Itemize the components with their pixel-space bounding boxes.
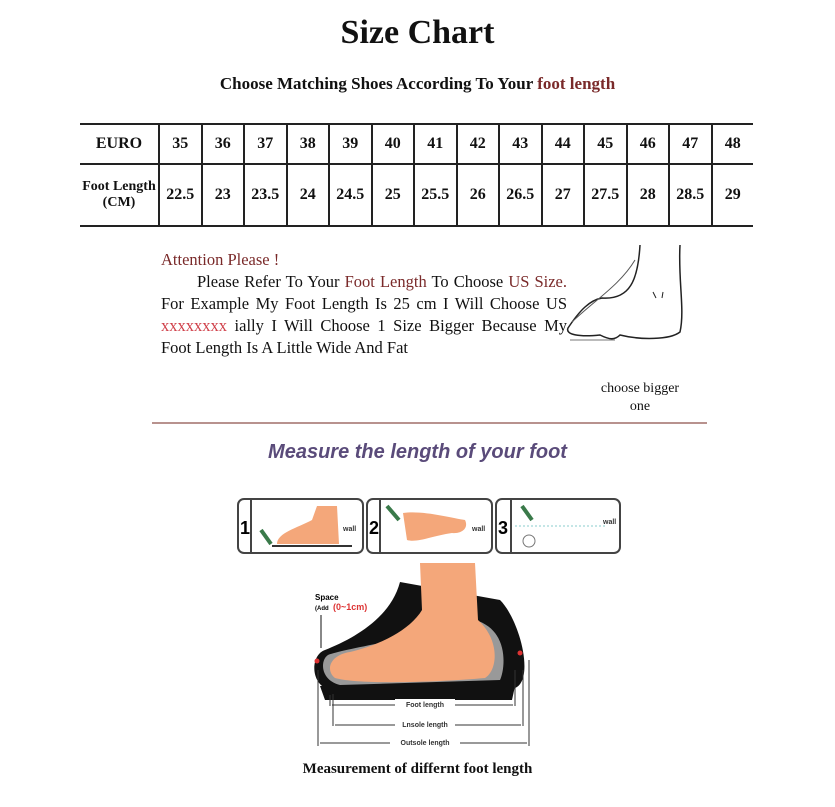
euro-size-cell: 40 — [370, 123, 415, 165]
outsole-length-label: Outsole length — [401, 740, 450, 747]
euro-size-cell: 41 — [413, 123, 458, 165]
foot-length-cell: 27.5 — [583, 163, 628, 227]
row-header-foot-length: Foot Length (CM) — [80, 163, 160, 227]
euro-size-cell: 47 — [668, 123, 713, 165]
wall-label: wall — [342, 526, 356, 533]
space-add-value: (0~1cm) — [333, 602, 367, 612]
foot-length-cell: 25.5 — [413, 163, 458, 227]
euro-size-cell: 44 — [540, 123, 585, 165]
note-text: To Choose — [426, 272, 509, 291]
euro-row: EURO 35 36 37 38 39 40 41 42 43 44 45 46 47 48 — [80, 123, 753, 165]
insole-length-label: Lnsole length — [402, 722, 448, 729]
wall-label: wall — [602, 519, 616, 526]
size-table: EURO 35 36 37 38 39 40 41 42 43 44 45 46 47 48 Foot Le… — [80, 123, 753, 227]
euro-size-cell: 42 — [455, 123, 500, 165]
step-number: 1 — [240, 518, 250, 538]
measure-heading: Measure the length of your foot — [268, 441, 567, 463]
euro-size-cell: 37 — [243, 123, 288, 165]
note-highlight: Foot Length — [344, 272, 427, 291]
note-text: Please Refer To Your — [197, 272, 345, 291]
page-title: Size Chart — [340, 14, 495, 51]
foot-sketch-icon — [566, 244, 683, 341]
space-label: Space — [315, 593, 339, 602]
space-add-prefix: (Add — [315, 606, 329, 612]
step-1: 1 wall — [237, 498, 364, 554]
choose-bigger-label: choose bigger one — [600, 381, 680, 414]
foot-length-row: Foot Length (CM) 22.5 23 23.5 24 24.5 25 25.5 26… — [80, 163, 753, 227]
foot-length-cell: 26 — [455, 163, 500, 227]
euro-size-cell: 46 — [625, 123, 670, 165]
foot-in-shoe-diagram: Space (Add (0~1cm) Foot length Lnsole le… — [314, 563, 530, 747]
step-number: 3 — [498, 518, 508, 538]
wall-label: wall — [471, 526, 485, 533]
foot-length-cell: 26.5 — [498, 163, 543, 227]
euro-size-cell: 36 — [200, 123, 245, 165]
measure-steps: 1 wall 2 wall 3 wall — [237, 498, 621, 554]
subtitle-text: Choose Matching Shoes According To Your — [219, 74, 538, 93]
foot-length-cell: 24.5 — [328, 163, 373, 227]
foot-length-cell: 29 — [710, 163, 753, 227]
step-number: 2 — [369, 518, 379, 538]
foot-length-cell: 22.5 — [158, 163, 203, 227]
foot-length-cell: 28 — [625, 163, 670, 227]
subtitle-highlight: foot length — [537, 74, 616, 93]
attention-heading: Attention Please ! — [161, 250, 280, 269]
foot-length-cell: 23.5 — [243, 163, 288, 227]
step-3: 3 wall — [495, 498, 621, 554]
foot-length-cell: 25 — [370, 163, 415, 227]
foot-length-cell: 24 — [285, 163, 330, 227]
euro-size-cell: 39 — [328, 123, 373, 165]
euro-size-cell: 35 — [158, 123, 203, 165]
euro-size-cell: 45 — [583, 123, 628, 165]
foot-length-label: Foot length — [406, 702, 444, 709]
foot-length-cell: 23 — [200, 163, 245, 227]
foot-length-cell: 28.5 — [668, 163, 713, 227]
step-2: 2 wall — [366, 498, 493, 554]
euro-size-cell: 38 — [285, 123, 330, 165]
attention-note: Attention Please ! Please Refer To Your … — [161, 249, 567, 359]
row-header-euro: EURO — [80, 123, 160, 165]
note-redacted: xxxxxxxx — [161, 316, 227, 335]
diagram-caption: Measurement of differnt foot length — [302, 761, 533, 777]
euro-size-cell: 43 — [498, 123, 543, 165]
euro-size-cell: 48 — [710, 123, 753, 165]
foot-length-cell: 27 — [540, 163, 585, 227]
note-text: For Example My Foot Length Is 25 cm I Wi… — [161, 294, 567, 313]
note-text: ially I Will Choose 1 Size Bigger Becaus… — [161, 316, 567, 357]
subtitle: Choose Matching Shoes According To Your … — [0, 74, 835, 94]
note-highlight: US Size. — [508, 272, 568, 291]
divider — [152, 422, 707, 424]
